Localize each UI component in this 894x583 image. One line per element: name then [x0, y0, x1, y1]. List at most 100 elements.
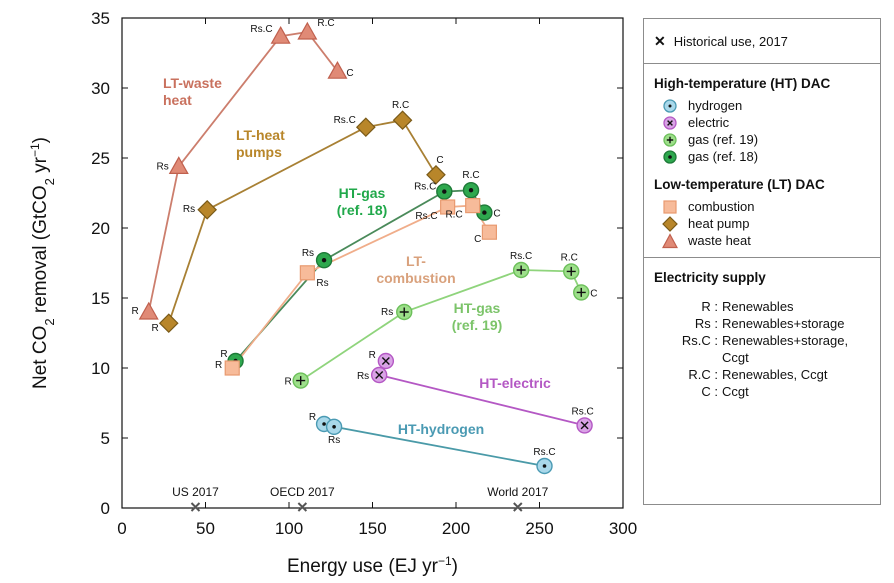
point-label: C: [474, 234, 481, 245]
series-line-ht-gas-19: [300, 269, 583, 382]
supply-code: R.C :: [688, 367, 718, 382]
point-label: Rs: [316, 278, 328, 289]
historical-marker: [190, 502, 201, 512]
point-label: Rs.C: [510, 251, 532, 262]
legend-historical-section: ✕ Historical use, 2017: [644, 19, 880, 64]
x-tick-label: 50: [196, 519, 215, 538]
point-label: Rs.C: [334, 115, 356, 126]
supply-row: C : Ccgt: [654, 384, 870, 401]
point-label: Rs.C: [571, 406, 593, 417]
series-annotation-ht-hydrogen: HT-hydrogen: [398, 421, 484, 437]
legend-lt-title: Low-temperature (LT) DAC: [654, 177, 825, 192]
historical-label: World 2017: [487, 485, 548, 499]
series-line-lt-combustion: [231, 204, 491, 369]
electric-marker-icon: [663, 115, 677, 130]
point-label: R: [220, 349, 227, 360]
point-label: R.C: [462, 170, 479, 181]
x-tick-label: 200: [442, 519, 470, 538]
data-point-lt-waste-heat: [327, 60, 348, 79]
point-label: Rs: [381, 307, 393, 318]
series-markers: RRsRs.CR.CCRRsRs.CR.CCRRsRs.CR.CCRRsRs.C…: [131, 18, 597, 475]
data-point-ht-gas-19: [396, 303, 413, 321]
series-lines: [147, 31, 585, 467]
legend-ht-title: High-temperature (HT) DAC: [654, 76, 831, 91]
data-point-ht-hydrogen: [536, 457, 553, 475]
series-annotation-lt-waste-heat: LT-waste heat: [163, 75, 222, 108]
supply-row: Rs.C : Renewables+storage,: [654, 333, 870, 350]
series-annotation-ht-gas-18: HT-gas (ref. 18): [337, 185, 388, 218]
supply-row: Ccgt: [654, 350, 870, 367]
data-point-lt-combustion: [224, 360, 240, 376]
x-axis-title: Energy use (EJ yr−1): [287, 554, 458, 577]
point-label: R: [131, 306, 138, 317]
legend-item-gas-ref18: gas (ref. 18): [654, 148, 870, 165]
data-point-ht-hydrogen: [325, 418, 343, 435]
legend-item-combustion: combustion: [654, 198, 870, 215]
series-line-ht-electric: [377, 360, 585, 427]
historical-marker: [513, 502, 523, 512]
supply-code: [654, 350, 722, 367]
data-point-ht-electric: [370, 366, 388, 384]
point-label: R: [284, 377, 291, 388]
legend-item-hydrogen: hydrogen: [654, 97, 870, 114]
series-line-lt-heat-pumps: [167, 119, 437, 324]
point-label: Rs.C: [250, 24, 272, 35]
x-tick-label: 100: [275, 519, 303, 538]
point-label: C: [590, 288, 597, 299]
point-label: Rs: [157, 161, 169, 172]
supply-desc: Ccgt: [722, 350, 749, 365]
point-label: R: [369, 350, 376, 361]
hydrogen-marker-icon: [663, 98, 677, 113]
supply-desc: Ccgt: [722, 384, 749, 399]
point-label: R.C: [392, 100, 409, 111]
data-point-lt-heat-pumps: [426, 164, 446, 185]
historical-label: US 2017: [172, 485, 219, 499]
series-annotation-ht-electric: HT-electric: [479, 375, 551, 391]
supply-desc: Renewables+storage,: [722, 333, 849, 348]
data-point-lt-heat-pumps: [355, 117, 376, 138]
data-point-lt-combustion: [440, 199, 456, 215]
point-label: C: [436, 155, 443, 166]
gas-ref18-marker-icon: [663, 149, 677, 164]
data-point-ht-gas-18: [315, 252, 333, 269]
series-annotation-ht-gas-19: HT-gas (ref. 19): [452, 300, 503, 333]
point-label: Rs: [357, 371, 369, 382]
series-annotations: LT-waste heat LT-heat pumps HT-gas (ref. 18) L…: [163, 75, 551, 437]
data-point-ht-gas-18: [436, 183, 453, 200]
combustion-marker-icon: [663, 199, 677, 214]
legend-item-label: heat pump: [688, 216, 750, 231]
point-label: R.C: [445, 210, 462, 221]
point-label: Rs.C: [533, 447, 555, 458]
supply-row: R : Renewables: [654, 299, 870, 316]
legend-panel: ✕ Historical use, 2017 High-temperature …: [643, 18, 881, 505]
y-tick-label: 10: [91, 359, 110, 378]
legend-item-gas-ref19: gas (ref. 19): [654, 131, 870, 148]
historical-markers: US 2017 OECD 2017 World 2017: [172, 485, 549, 512]
supply-code: Rs :: [694, 316, 718, 331]
y-tick-label: 25: [91, 149, 110, 168]
heat-pump-marker-icon: [662, 215, 678, 232]
series-annotation-lt-combustion: LT-combustion: [376, 253, 455, 286]
point-label: C: [346, 68, 353, 79]
point-label: Rs: [302, 248, 314, 259]
supply-desc: Renewables: [722, 299, 794, 314]
point-label: R.C: [561, 252, 578, 263]
x-tick-label: 300: [609, 519, 637, 538]
legend-item-label: electric: [688, 115, 730, 130]
data-point-ht-gas-19: [563, 263, 580, 280]
point-label: Rs: [328, 435, 340, 446]
legend-item-electric: electric: [654, 114, 870, 131]
data-point-lt-heat-pumps: [158, 313, 179, 334]
supply-row: R.C : Renewables, Ccgt: [654, 367, 870, 384]
point-label: R: [309, 412, 316, 423]
data-point-lt-waste-heat: [168, 156, 189, 174]
data-point-ht-electric: [377, 352, 395, 370]
y-axis-title: Net CO2 removal (GtCO2 yr−1): [28, 137, 57, 389]
point-label: R: [152, 323, 159, 334]
y-tick-label: 15: [91, 289, 110, 308]
chart-canvas: 0 50 100 150 200 250 300 0 5 10 15 20 25 30 35 US 2017…: [28, 9, 637, 577]
y-tick-label: 35: [91, 9, 110, 28]
y-tick-label: 30: [91, 79, 110, 98]
data-point-ht-electric: [576, 417, 593, 434]
legend-item-label: waste heat: [688, 233, 751, 248]
